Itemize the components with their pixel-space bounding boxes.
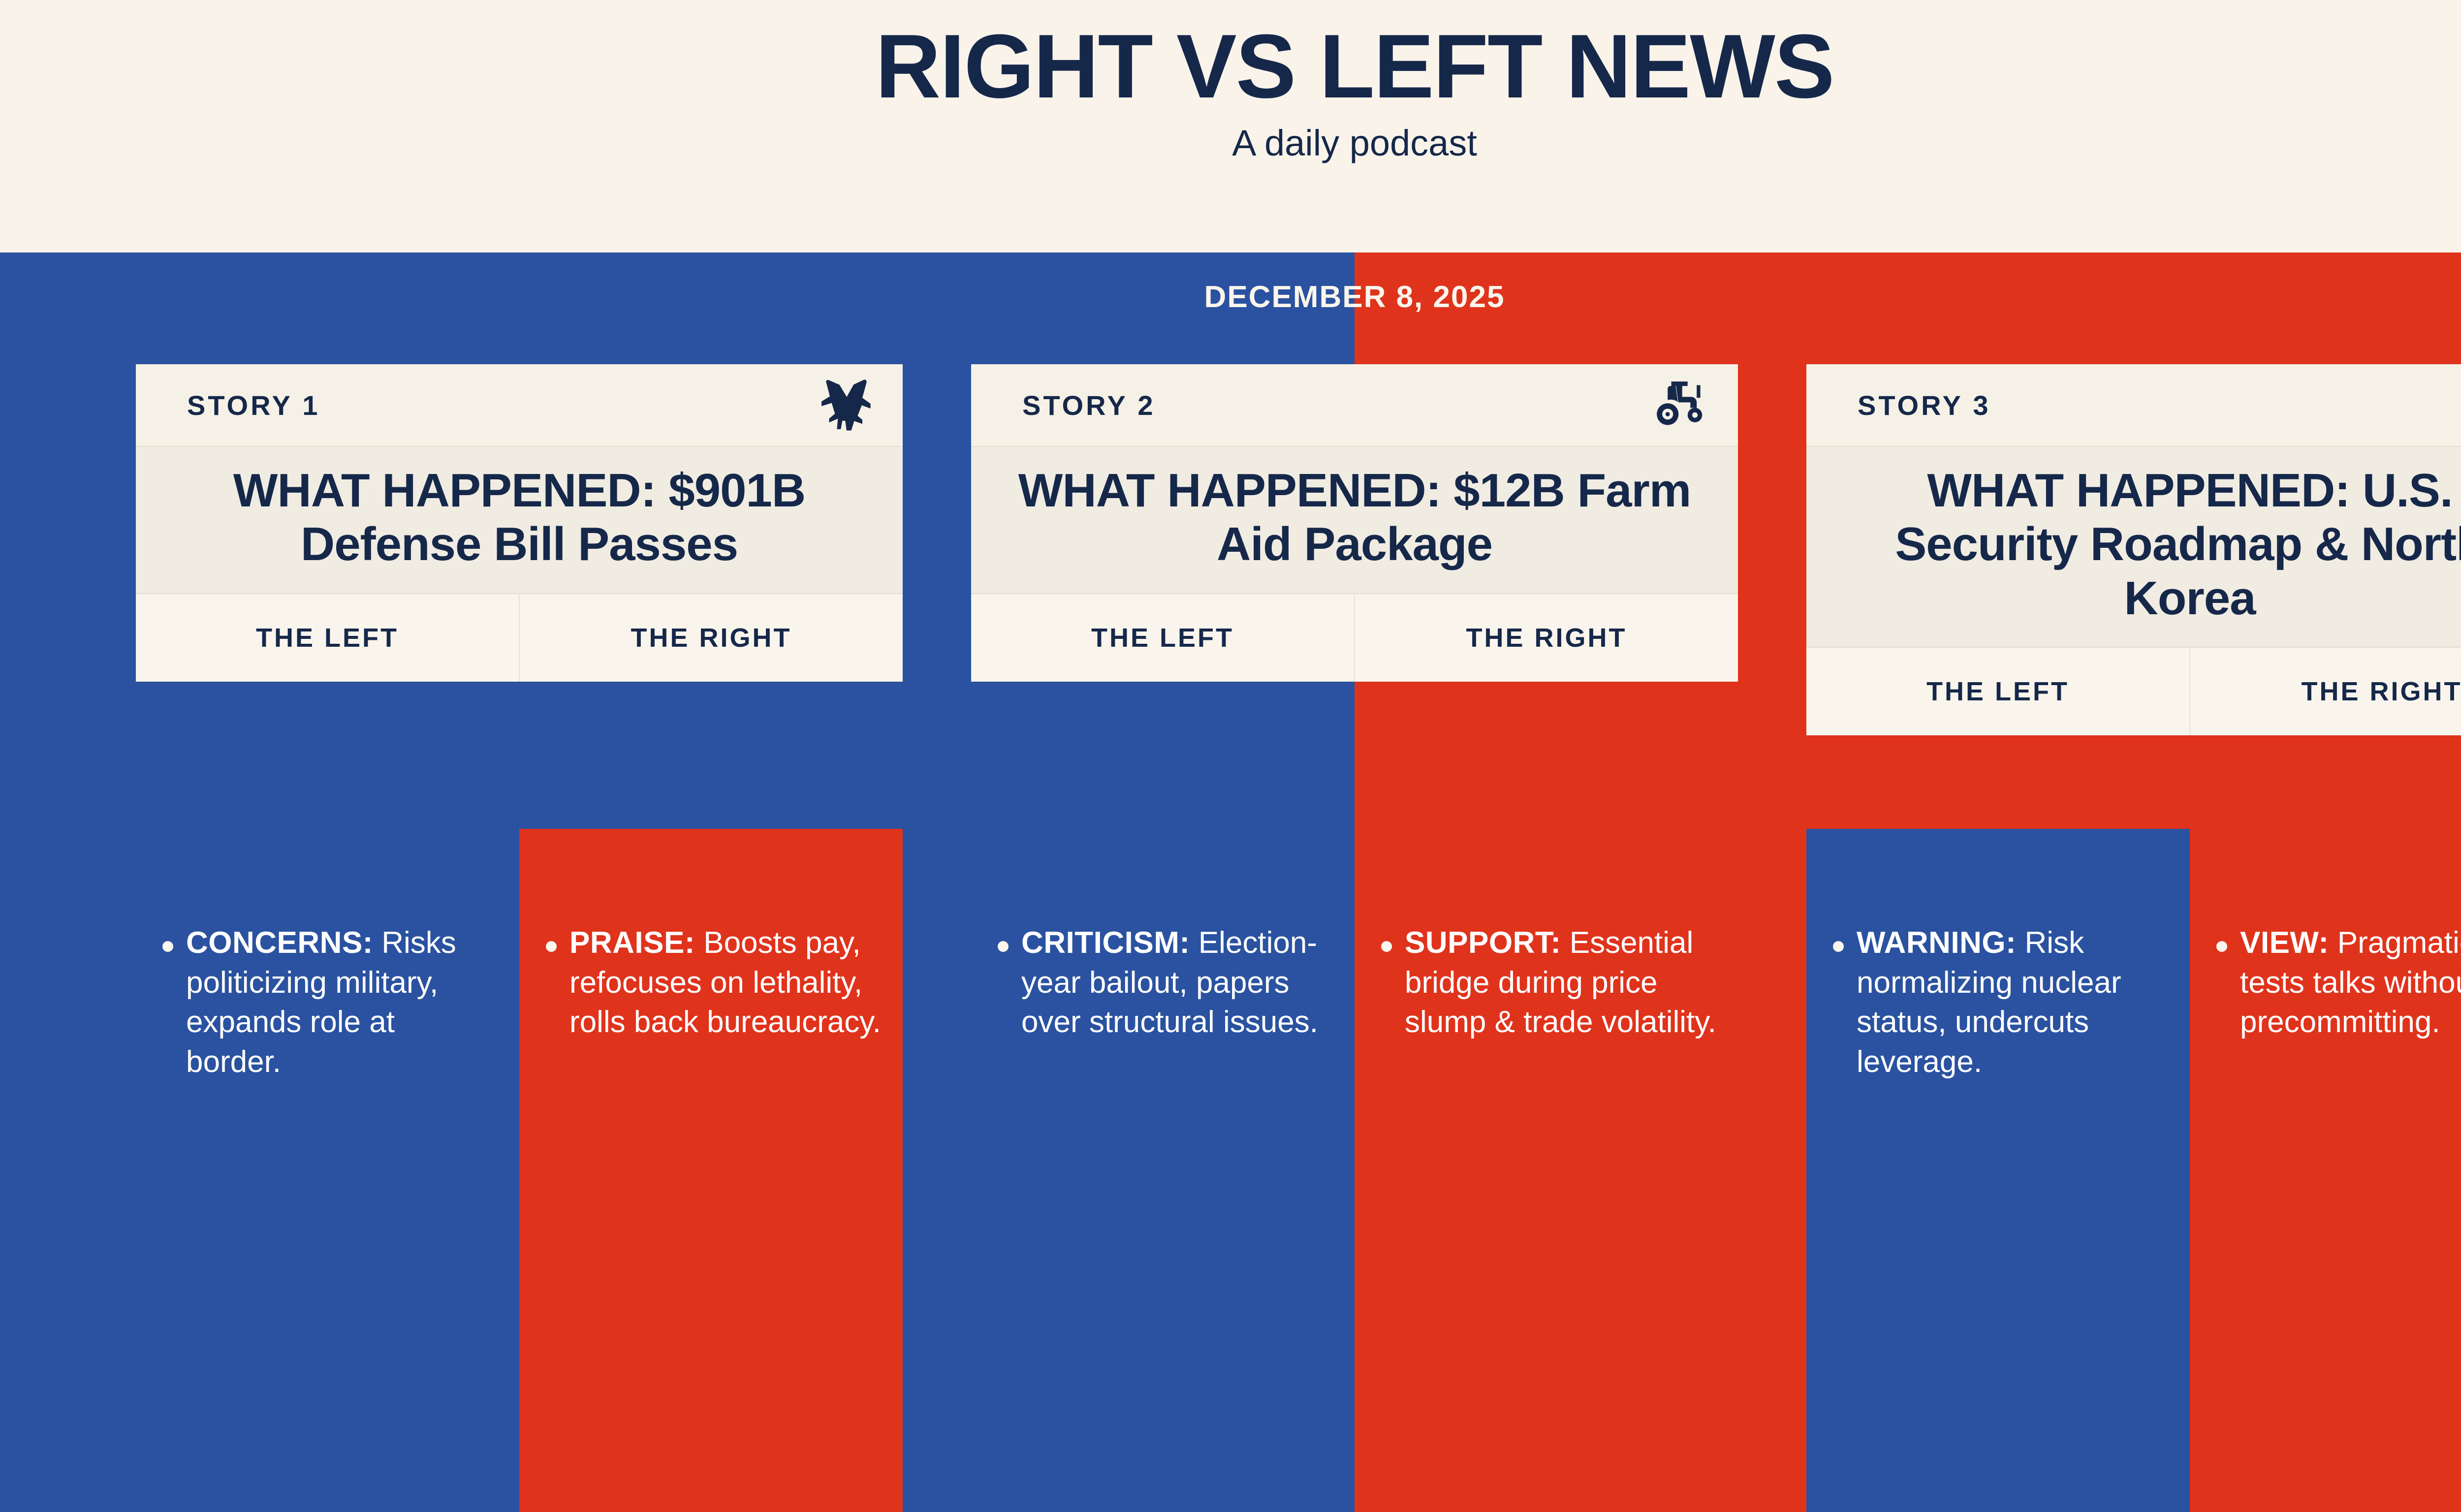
- bullet-lead-right-3: VIEW:: [2240, 926, 2329, 960]
- page-subtitle: A daily podcast: [1232, 123, 1477, 163]
- story-card-header-2: STORY 2: [971, 364, 1738, 447]
- story-kicker-2: STORY 2: [1022, 389, 1156, 421]
- list-item: WARNING: Risk normalizing nuclear status…: [1828, 923, 2168, 1082]
- side-label-left-2: THE LEFT: [971, 594, 1355, 682]
- story-column-3: STORY 3 WHAT HAPPENED: U.S. Security Roa…: [1806, 364, 2461, 1512]
- story-card-header-1: STORY 1: [136, 364, 903, 447]
- bullet-body-right-3: Pragmatic shift, tests talks without pre…: [2240, 926, 2461, 1040]
- list-item: PRAISE: Boosts pay, refocuses on lethali…: [541, 923, 881, 1042]
- story-headline-block-1: WHAT HAPPENED: $901B Defense Bill Passes: [136, 447, 903, 594]
- story-side-labels-3: THE LEFT THE RIGHT: [1806, 648, 2461, 736]
- side-label-right-1: THE RIGHT: [631, 623, 792, 653]
- story-headline-1: WHAT HAPPENED: $901B Defense Bill Passes: [233, 464, 806, 571]
- story-body-row-2: CRITICISM: Election-year bailout, papers…: [971, 829, 1738, 1512]
- story-headline-block-2: WHAT HAPPENED: $12B Farm Aid Package: [971, 447, 1738, 594]
- story-body-row-3: WARNING: Risk normalizing nuclear status…: [1806, 829, 2461, 1512]
- bullet-body-right-2: Essential bridge during price slump & tr…: [1405, 926, 1716, 1040]
- story-body-left-1: CONCERNS: Risks politicizing military, e…: [136, 829, 519, 1512]
- bullet-lead-left-1: CONCERNS:: [186, 926, 373, 960]
- side-label-left-3: THE LEFT: [1806, 648, 2190, 736]
- bullet-lead-left-3: WARNING:: [1857, 926, 2017, 960]
- story-body-right-3: VIEW: Pragmatic shift, tests talks witho…: [2190, 829, 2461, 1512]
- tractor-icon: [1651, 376, 1709, 434]
- list-item: SUPPORT: Essential bridge during price s…: [1376, 923, 1716, 1042]
- bullet-body-left-3: Risk normalizing nuclear status, undercu…: [1857, 926, 2121, 1079]
- bullet-dot-icon: [546, 941, 557, 952]
- story-headline-2: WHAT HAPPENED: $12B Farm Aid Package: [1018, 464, 1691, 571]
- story-card-3[interactable]: STORY 3 WHAT HAPPENED: U.S. Security Roa…: [1806, 364, 2461, 736]
- bullet-lead-right-2: SUPPORT:: [1405, 926, 1561, 960]
- story-side-labels-2: THE LEFT THE RIGHT: [971, 594, 1738, 682]
- story-card-header-3: STORY 3: [1806, 364, 2461, 447]
- story-headline-block-3: WHAT HAPPENED: U.S. Security Roadmap & N…: [1806, 447, 2461, 648]
- dateline: DECEMBER 8, 2025: [1204, 280, 1505, 314]
- bullet-dot-icon: [998, 941, 1009, 952]
- masthead: RIGHT VS LEFT NEWS A daily podcast: [0, 0, 2461, 252]
- bullet-dot-icon: [1833, 941, 1844, 952]
- story-body-right-2: SUPPORT: Essential bridge during price s…: [1355, 829, 1738, 1512]
- list-item: CRITICISM: Election-year bailout, papers…: [993, 923, 1333, 1042]
- story-body-left-2: CRITICISM: Election-year bailout, papers…: [971, 829, 1355, 1512]
- page-title: RIGHT VS LEFT NEWS: [875, 15, 1834, 117]
- bullet-body-right-1: Boosts pay, refocuses on lethality, roll…: [569, 926, 881, 1040]
- story-body-left-3: WARNING: Risk normalizing nuclear status…: [1806, 829, 2190, 1512]
- side-label-right-3: THE RIGHT: [2301, 677, 2461, 707]
- story-kicker-3: STORY 3: [1858, 389, 1991, 421]
- bullet-lead-right-1: PRAISE:: [569, 926, 695, 960]
- story-kicker-1: STORY 1: [187, 389, 320, 421]
- story-column-2: STORY 2 WHAT HAPPENED: $12B Farm Aid Pac…: [971, 364, 1738, 1512]
- list-item: VIEW: Pragmatic shift, tests talks witho…: [2211, 923, 2461, 1042]
- fighter-jet-icon: [816, 376, 874, 434]
- stories-container: STORY 1 WHAT HAPPENED: $901B Defense Bil…: [0, 364, 2461, 1512]
- bullet-body-left-1: Risks politicizing military, expands rol…: [186, 926, 456, 1079]
- bullet-dot-icon: [2216, 941, 2227, 952]
- story-card-1[interactable]: STORY 1 WHAT HAPPENED: $901B Defense Bil…: [136, 364, 903, 682]
- list-item: CONCERNS: Risks politicizing military, e…: [158, 923, 498, 1082]
- side-label-right-2: THE RIGHT: [1466, 623, 1627, 653]
- story-body-right-1: PRAISE: Boosts pay, refocuses on lethali…: [519, 829, 903, 1512]
- bullet-lead-left-2: CRITICISM:: [1021, 926, 1190, 960]
- story-headline-3: WHAT HAPPENED: U.S. Security Roadmap & N…: [1895, 464, 2461, 625]
- bullet-body-left-2: Election-year bailout, papers over struc…: [1021, 926, 1318, 1040]
- bullet-dot-icon: [162, 941, 173, 952]
- story-column-1: STORY 1 WHAT HAPPENED: $901B Defense Bil…: [136, 364, 903, 1512]
- story-side-labels-1: THE LEFT THE RIGHT: [136, 594, 903, 682]
- bullet-dot-icon: [1381, 941, 1392, 952]
- story-card-2[interactable]: STORY 2 WHAT HAPPENED: $12B Farm Aid Pac…: [971, 364, 1738, 682]
- side-label-left-1: THE LEFT: [136, 594, 520, 682]
- story-body-row-1: CONCERNS: Risks politicizing military, e…: [136, 829, 903, 1512]
